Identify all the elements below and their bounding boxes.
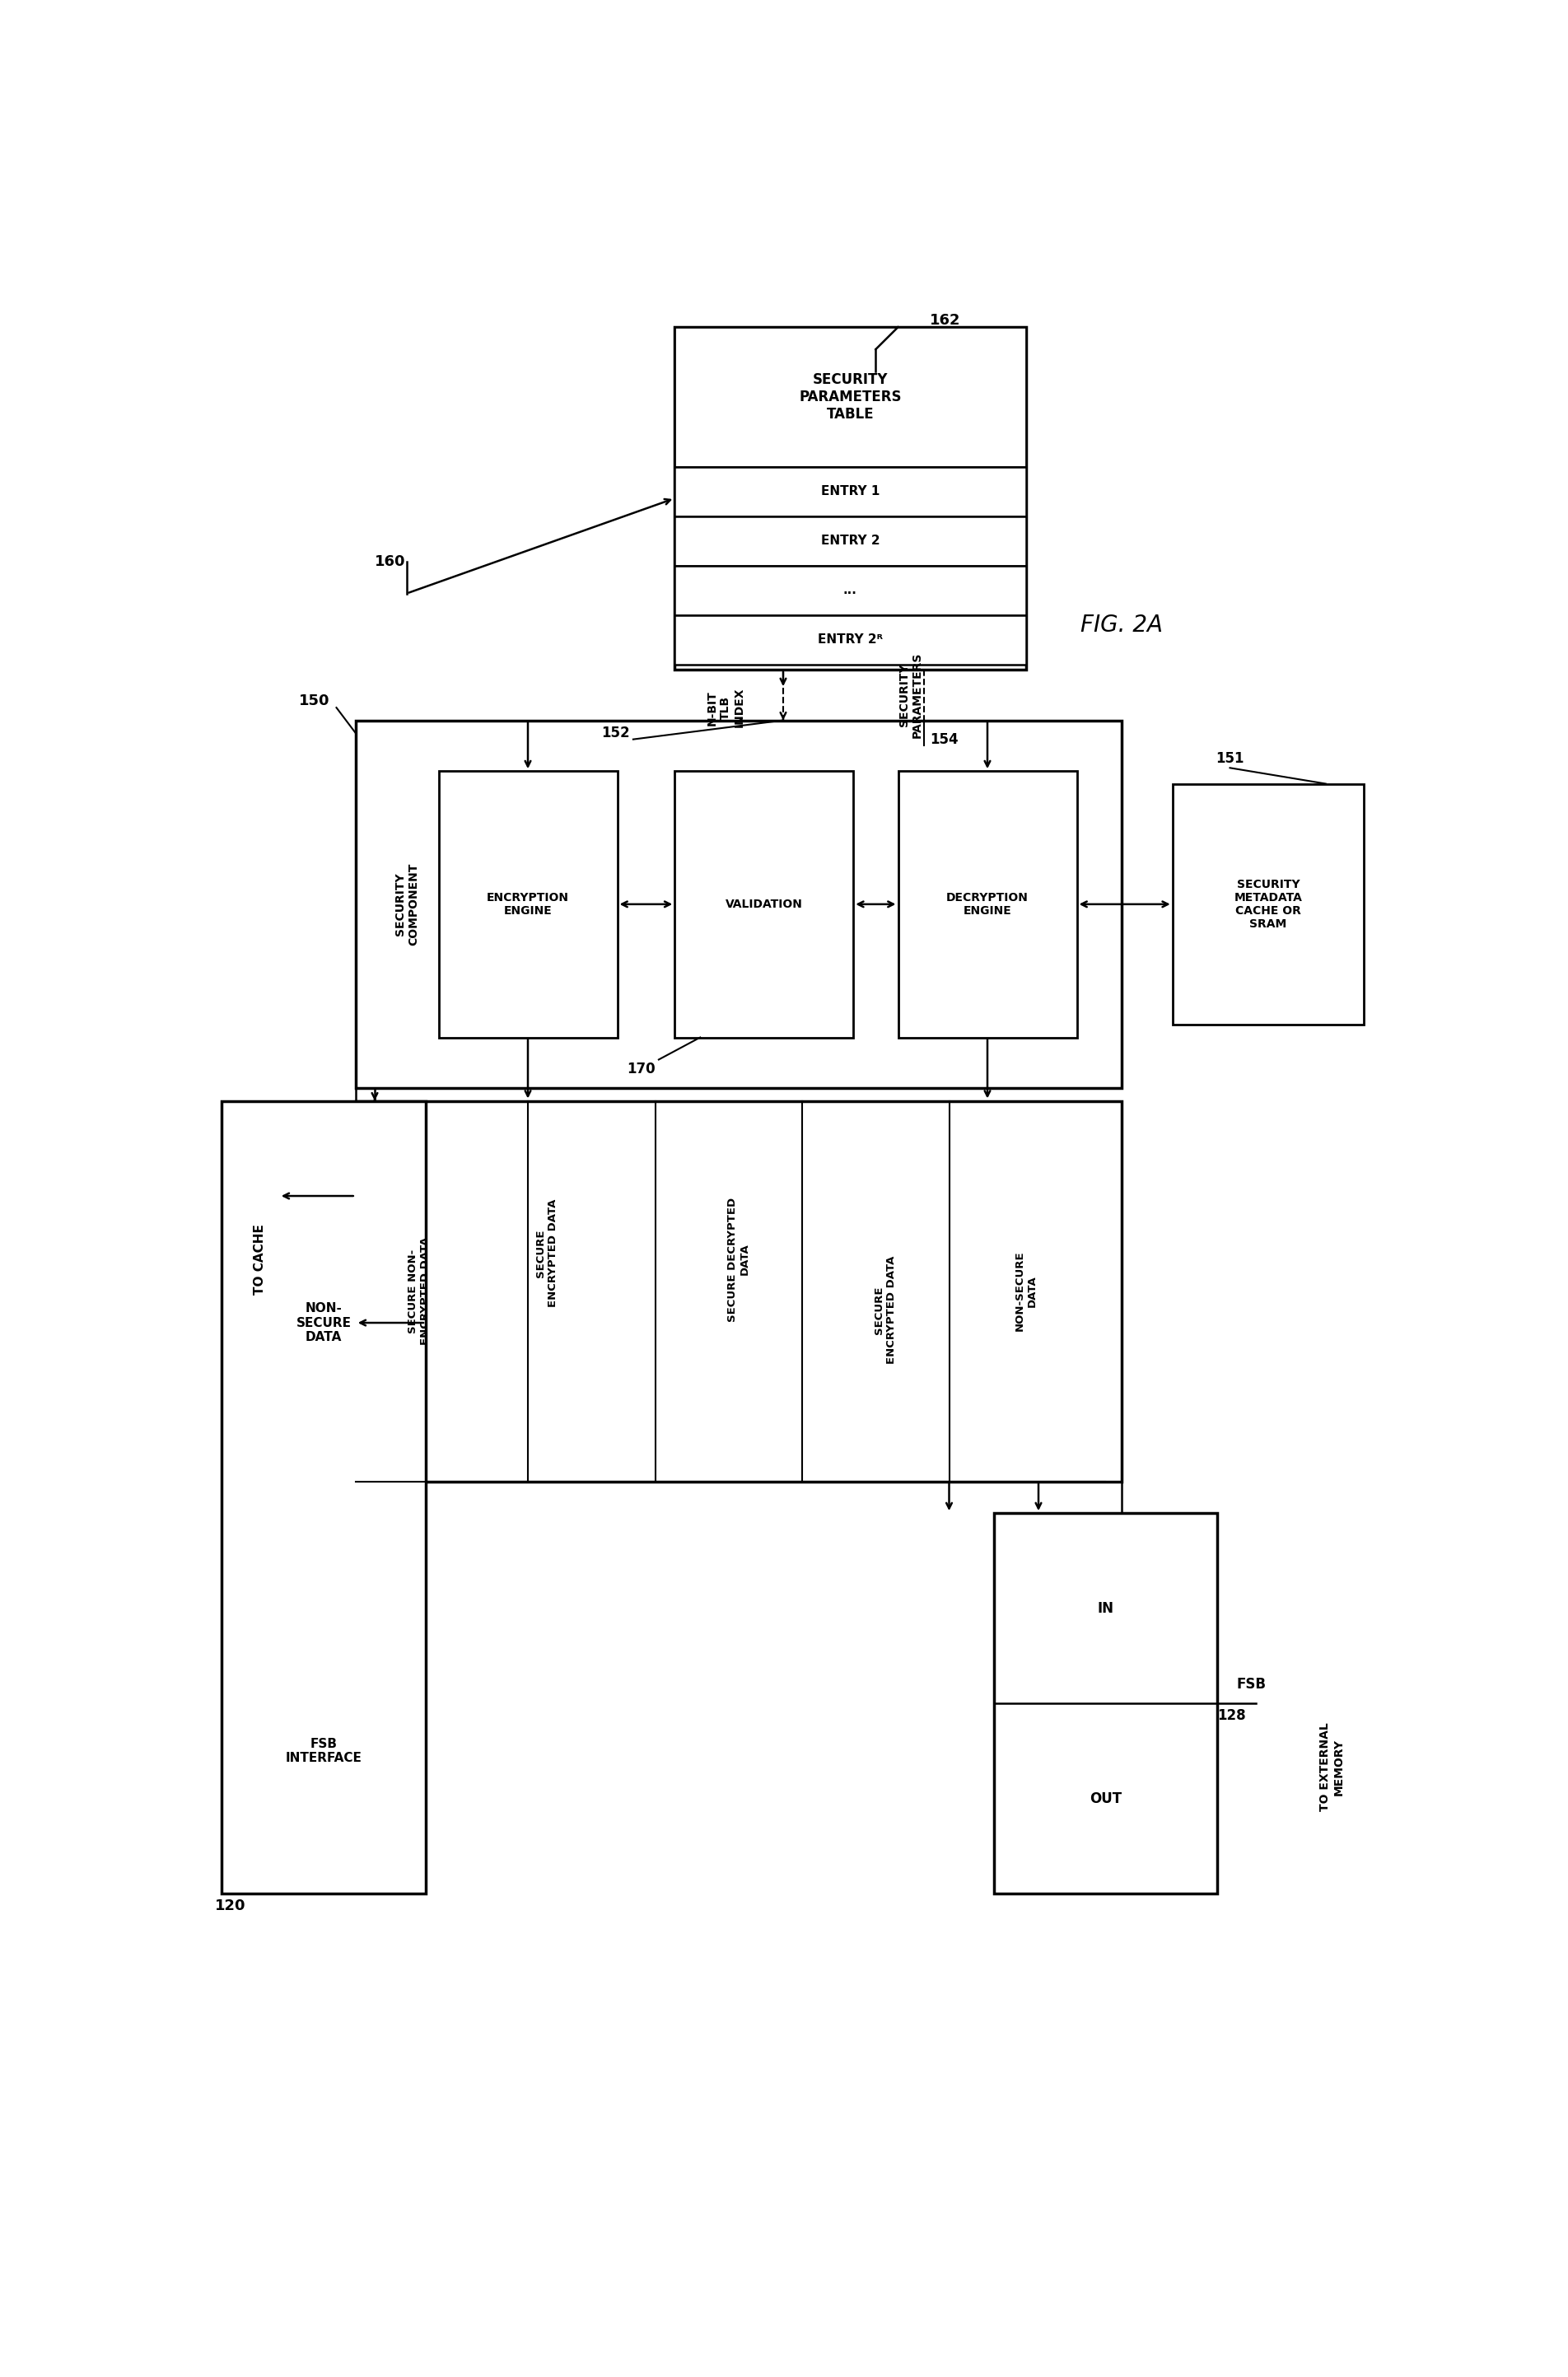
Text: ...: ... (844, 585, 858, 597)
Text: FSB
INTERFACE: FSB INTERFACE (285, 1738, 362, 1764)
Bar (439, 770, 618, 1036)
Bar (1173, 784, 1364, 1024)
Text: NON-
SECURE
DATA: NON- SECURE DATA (296, 1303, 351, 1343)
Text: 150: 150 (299, 694, 329, 708)
Text: 128: 128 (1217, 1709, 1245, 1723)
Text: NON-SECURE
DATA: NON-SECURE DATA (1014, 1250, 1038, 1331)
Bar (674, 466, 1025, 516)
Text: SECURITY
PARAMETERS
TABLE: SECURITY PARAMETERS TABLE (800, 373, 902, 421)
Text: 120: 120 (215, 1899, 246, 1913)
Text: TO EXTERNAL
MEMORY: TO EXTERNAL MEMORY (1320, 1723, 1344, 1811)
Text: ENTRY 1: ENTRY 1 (820, 485, 880, 497)
Bar (674, 328, 1025, 670)
Text: SECURITY
PARAMETERS: SECURITY PARAMETERS (898, 651, 924, 737)
Bar (356, 1101, 1121, 1481)
Text: ENCRYPTION
ENGINE: ENCRYPTION ENGINE (486, 891, 569, 918)
Text: SECURITY
METADATA
CACHE OR
SRAM: SECURITY METADATA CACHE OR SRAM (1234, 879, 1303, 929)
Text: 170: 170 (627, 1063, 655, 1077)
Text: SECURITY
COMPONENT: SECURITY COMPONENT (394, 863, 419, 946)
Text: FSB: FSB (1236, 1676, 1265, 1692)
Text: TO CACHE: TO CACHE (254, 1224, 267, 1295)
Bar (898, 770, 1077, 1036)
Text: 160: 160 (375, 554, 406, 568)
Text: ENTRY 2: ENTRY 2 (820, 535, 880, 547)
Text: 154: 154 (930, 732, 958, 746)
Bar (674, 616, 1025, 666)
Bar (674, 770, 853, 1036)
Text: DECRYPTION
ENGINE: DECRYPTION ENGINE (946, 891, 1029, 918)
Bar (221, 1101, 426, 1894)
Bar (356, 720, 1121, 1089)
Text: SECURE
ENCRYPTED DATA: SECURE ENCRYPTED DATA (873, 1255, 897, 1364)
Text: OUT: OUT (1090, 1790, 1121, 1807)
Text: SECURE NON-
ENCRYPTED DATA: SECURE NON- ENCRYPTED DATA (408, 1236, 431, 1345)
Text: 152: 152 (602, 725, 630, 739)
Text: ENTRY 2ᴿ: ENTRY 2ᴿ (817, 635, 883, 647)
Text: 162: 162 (930, 314, 961, 328)
Text: 151: 151 (1215, 751, 1243, 765)
Text: SECURE
ENCRYPTED DATA: SECURE ENCRYPTED DATA (536, 1198, 558, 1307)
Text: VALIDATION: VALIDATION (726, 899, 803, 910)
Bar (674, 566, 1025, 616)
Bar (674, 516, 1025, 566)
Bar (674, 328, 1025, 466)
Bar (994, 1514, 1217, 1894)
Text: IN: IN (1098, 1600, 1113, 1616)
Text: SECURE DECRYPTED
DATA: SECURE DECRYPTED DATA (728, 1198, 750, 1322)
Text: FIG. 2A: FIG. 2A (1080, 613, 1162, 637)
Text: N-BIT
TLB
INDEX: N-BIT TLB INDEX (707, 687, 745, 727)
